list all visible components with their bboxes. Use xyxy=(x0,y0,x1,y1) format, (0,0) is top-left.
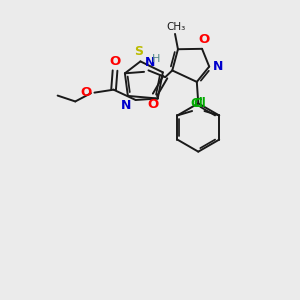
Text: CH₃: CH₃ xyxy=(167,22,186,32)
Text: O: O xyxy=(198,33,209,46)
Text: N: N xyxy=(213,60,224,73)
Text: O: O xyxy=(148,98,159,111)
Text: N: N xyxy=(121,99,132,112)
Text: Cl: Cl xyxy=(194,97,206,110)
Text: O: O xyxy=(110,55,121,68)
Text: Cl: Cl xyxy=(190,97,203,110)
Text: N: N xyxy=(145,56,155,69)
Text: O: O xyxy=(81,85,92,98)
Text: H: H xyxy=(152,54,161,64)
Text: S: S xyxy=(134,45,143,58)
